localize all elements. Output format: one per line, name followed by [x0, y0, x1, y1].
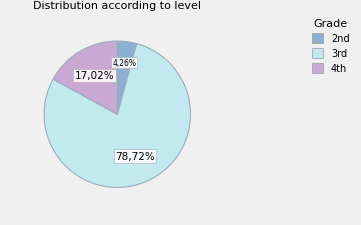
- Text: 17,02%: 17,02%: [74, 71, 114, 81]
- Wedge shape: [117, 42, 137, 115]
- Text: 78,72%: 78,72%: [115, 151, 155, 161]
- Legend: 2nd, 3rd, 4th: 2nd, 3rd, 4th: [309, 16, 353, 77]
- Text: 4,26%: 4,26%: [112, 59, 136, 68]
- Wedge shape: [44, 45, 191, 188]
- Wedge shape: [53, 42, 117, 115]
- Title: Distribution according to level: Distribution according to level: [33, 1, 201, 11]
